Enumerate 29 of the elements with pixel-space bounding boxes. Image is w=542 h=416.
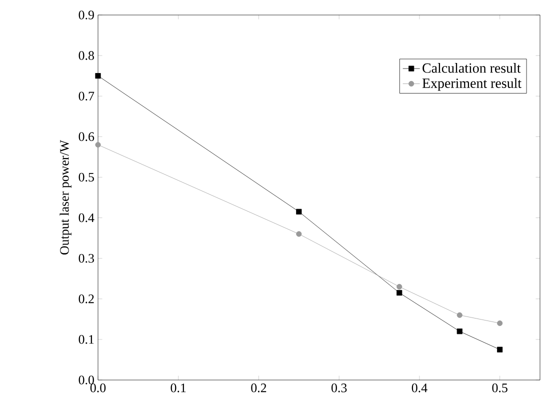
x-tick-label: 0.3 bbox=[331, 384, 347, 392]
x-tick-label: 0.2 bbox=[251, 384, 266, 392]
point bbox=[296, 208, 302, 214]
y-tick-label: 0.8 bbox=[78, 51, 94, 60]
y-tick-label: 0.3 bbox=[78, 254, 94, 263]
legend-label: Experiment result bbox=[422, 78, 522, 91]
y-axis-title: Output laser power/W bbox=[60, 140, 72, 255]
point bbox=[456, 328, 462, 334]
point bbox=[396, 284, 402, 290]
x-tick-label: 0.4 bbox=[412, 384, 428, 392]
y-tick-label: 0.0 bbox=[78, 376, 94, 384]
point bbox=[497, 320, 503, 326]
y-tick-label: 0.5 bbox=[78, 172, 94, 182]
point bbox=[497, 346, 503, 352]
y-tick-label: 0.1 bbox=[78, 335, 94, 344]
x-tick-label: 0.1 bbox=[170, 384, 186, 392]
legend-label: Calculation result bbox=[422, 62, 521, 73]
x-tick-label: 0.5 bbox=[492, 384, 508, 392]
point bbox=[296, 231, 302, 237]
point bbox=[396, 290, 402, 296]
point bbox=[456, 312, 462, 318]
point bbox=[95, 73, 101, 79]
y-tick-label: 0.9 bbox=[78, 10, 94, 20]
point bbox=[95, 142, 101, 148]
y-tick-label: 0.4 bbox=[78, 213, 94, 222]
y-tick-label: 0.7 bbox=[78, 92, 94, 101]
y-tick-label: 0.2 bbox=[78, 294, 94, 304]
x-tick-label: 0.0 bbox=[90, 384, 106, 392]
y-tick-label: 0.6 bbox=[78, 132, 94, 142]
